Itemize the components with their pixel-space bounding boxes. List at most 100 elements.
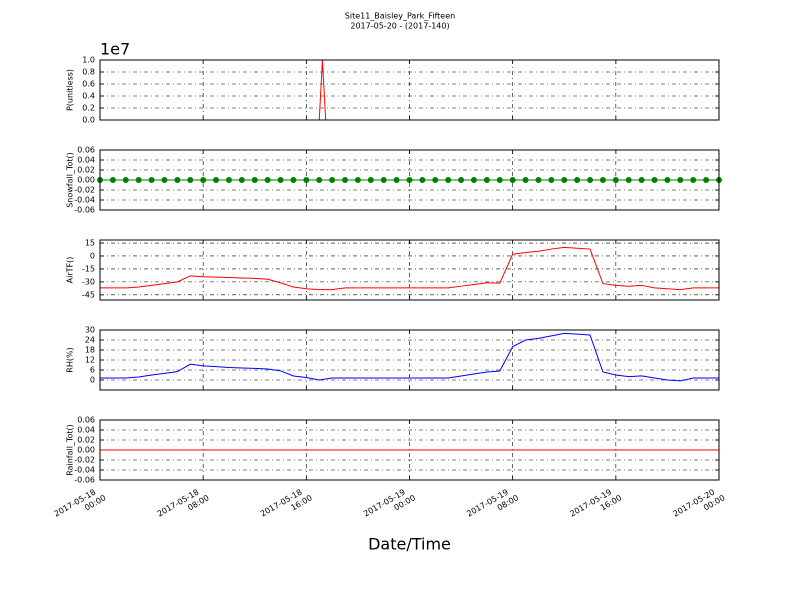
- y-axis-label: Rainfall_Tot(): [66, 424, 75, 476]
- y-axis-label: RH(%): [66, 347, 75, 372]
- chart-title: Site11_Baisley_Park_Fifteen: [345, 12, 455, 21]
- y-tick-label: 30: [85, 326, 95, 335]
- y-tick-label: -0.06: [74, 476, 95, 485]
- y-tick-label: 0.06: [77, 416, 95, 425]
- x-tick-label: 2017-05-18 16:00: [259, 484, 314, 527]
- data-point: [251, 177, 258, 183]
- y-tick-label: -0.02: [74, 186, 95, 195]
- y-tick-label: 0.00: [77, 446, 95, 455]
- x-tick-label: 2017-05-19 00:00: [362, 484, 417, 527]
- y-tick-label: 0.00: [77, 176, 95, 185]
- x-tick-label: 2017-05-19 16:00: [568, 484, 623, 527]
- x-axis-label: Date/Time: [368, 535, 451, 554]
- chart-subtitle: 2017-05-20 - (2017-140): [350, 22, 449, 31]
- data-point: [213, 177, 220, 183]
- offset-text: 1e7: [100, 40, 130, 59]
- y-tick-label: 12: [85, 356, 95, 365]
- data-point: [677, 177, 684, 183]
- data-point: [303, 177, 310, 183]
- data-point: [664, 177, 671, 183]
- data-point: [290, 177, 297, 183]
- data-point: [496, 177, 503, 183]
- subplot: Snowfall_Tot()-0.06-0.04-0.020.000.020.0…: [66, 146, 722, 215]
- y-tick-label: -30: [82, 277, 95, 286]
- y-tick-label: -0.04: [74, 196, 95, 205]
- data-point: [264, 177, 271, 183]
- y-tick-label: 24: [85, 336, 95, 345]
- data-point: [522, 177, 529, 183]
- data-point: [329, 177, 336, 183]
- y-tick-label: -0.04: [74, 466, 95, 475]
- y-tick-label: 1.0: [82, 56, 95, 65]
- x-tick-label: 2017-05-18 08:00: [155, 484, 210, 527]
- data-point: [225, 177, 232, 183]
- y-tick-label: 0.06: [77, 146, 95, 155]
- data-point: [238, 177, 245, 183]
- data-point: [483, 177, 490, 183]
- data-point: [148, 177, 155, 183]
- plot-frame: [99, 239, 720, 301]
- data-point: [277, 177, 284, 183]
- data-point: [122, 177, 129, 183]
- data-point: [187, 177, 194, 183]
- data-point: [651, 177, 658, 183]
- subplot: AirTF() -45 -30 -15 0 15: [66, 239, 720, 301]
- plot-frame: [99, 149, 720, 211]
- x-tick-label: 2017-05-20 00:00: [671, 484, 726, 527]
- plot-frame: [99, 329, 720, 391]
- subplot: Rainfall_Tot()-0.06-0.04-0.020.000.020.0…: [52, 416, 726, 554]
- y-tick-label: 6: [90, 366, 95, 375]
- data-point: [161, 177, 168, 183]
- data-point: [690, 177, 697, 183]
- data-point: [638, 177, 645, 183]
- y-tick-label: 0.04: [77, 156, 95, 165]
- data-point: [135, 177, 142, 183]
- y-tick-label: 0.4: [82, 92, 95, 101]
- data-point: [703, 177, 710, 183]
- y-tick-label: 0.6: [82, 80, 95, 89]
- data-point: [445, 177, 452, 183]
- y-axis-label: P(unitless): [66, 69, 75, 111]
- data-point: [380, 177, 387, 183]
- data-point: [458, 177, 465, 183]
- y-tick-label: -45: [82, 290, 95, 299]
- y-tick-label: -15: [82, 264, 95, 273]
- data-point: [509, 177, 516, 183]
- data-point: [109, 177, 116, 183]
- data-point: [200, 177, 207, 183]
- y-tick-label: -0.06: [74, 206, 95, 215]
- data-point: [432, 177, 439, 183]
- data-point: [599, 177, 606, 183]
- data-line: [100, 246, 719, 291]
- y-tick-label: 15: [85, 239, 95, 248]
- x-tick-label: 2017-05-18 00:00: [52, 484, 107, 527]
- data-point: [316, 177, 323, 183]
- y-tick-label: 0.8: [82, 68, 95, 77]
- data-point: [342, 177, 349, 183]
- plot-frame: [99, 419, 720, 481]
- y-tick-label: 0.04: [77, 426, 95, 435]
- data-point: [612, 177, 619, 183]
- y-axis-label: Snowfall_Tot(): [66, 152, 75, 208]
- data-point: [587, 177, 594, 183]
- data-point: [367, 177, 374, 183]
- y-axis-label: AirTF(): [66, 257, 75, 284]
- data-point: [561, 177, 568, 183]
- data-line: [100, 332, 719, 382]
- data-point: [548, 177, 555, 183]
- plot-frame: [99, 59, 720, 121]
- data-point: [535, 177, 542, 183]
- y-tick-label: 0.02: [77, 436, 95, 445]
- x-tick-label: 2017-05-19 08:00: [465, 484, 520, 527]
- data-point: [354, 177, 361, 183]
- y-tick-label: 18: [85, 346, 95, 355]
- data-point: [625, 177, 632, 183]
- data-point: [419, 177, 426, 183]
- y-tick-label: 0.0: [82, 116, 95, 125]
- data-point: [393, 177, 400, 183]
- y-tick-label: 0: [90, 376, 95, 385]
